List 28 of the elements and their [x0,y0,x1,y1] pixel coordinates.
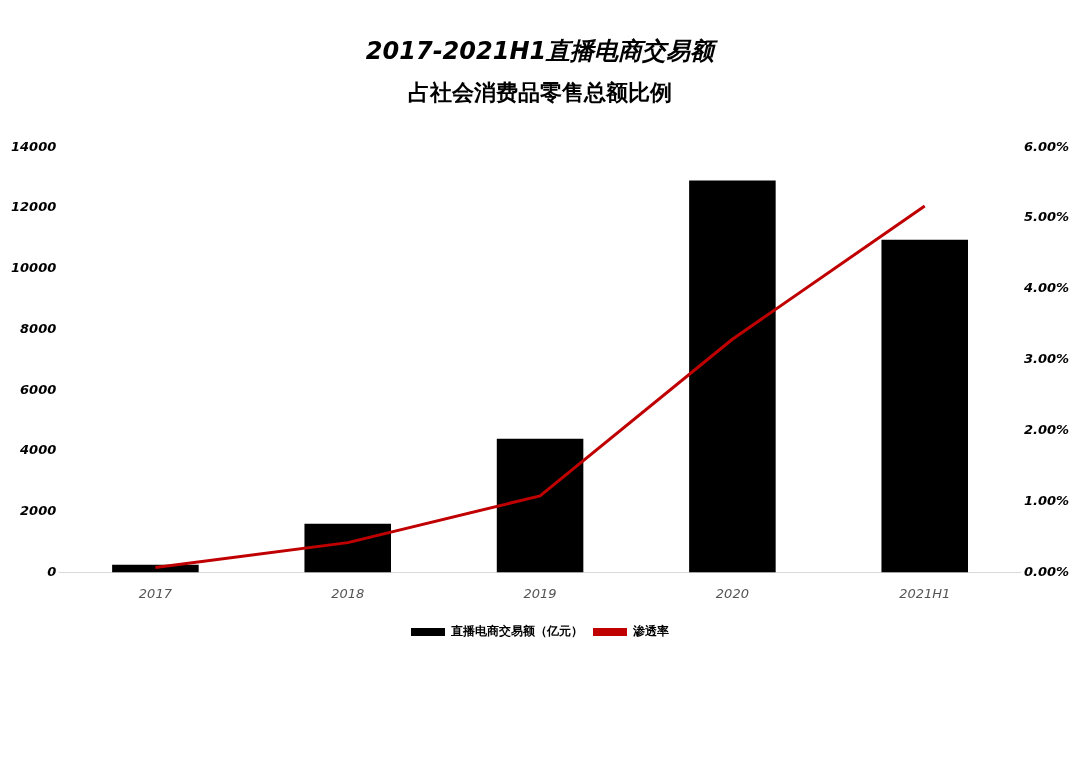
y-tick-label: 2000 [20,503,57,519]
x-tick-label: 2017 [138,585,173,601]
y2-tick-label: 0.00% [1023,563,1070,579]
y-tick-label: 0 [47,563,57,579]
y2-tick-label: 4.00% [1022,280,1070,296]
y2-tick-label: 5.00% [1023,209,1070,225]
bar [496,438,584,573]
bar [304,523,391,573]
y2-tick-label: 2.00% [1023,422,1070,438]
y2-tick-label: 1.00% [1023,492,1070,508]
legend-label: 直播电商交易额（亿元） [450,624,583,639]
x-tick-label: 2019 [523,585,557,601]
chart-title: 2017-2021H1直播电商交易额 [365,36,719,65]
legend-label: 渗透率 [632,624,669,639]
y-tick-label: 12000 [10,199,57,215]
y-tick-label: 4000 [19,442,57,458]
y-tick-label: 14000 [10,138,57,154]
x-tick-label: 2020 [715,585,749,601]
y2-tick-label: 6.00% [1023,138,1070,154]
bar [689,180,776,573]
x-tick-label: 2018 [331,585,365,601]
chart-subtitle: 占社会消费品零售总额比例 [408,79,672,105]
y-tick-label: 6000 [20,381,57,397]
x-tick-label: 2021H1 [899,585,951,601]
y-tick-label: 8000 [20,320,57,336]
bar [881,239,969,573]
y2-tick-label: 3.00% [1023,351,1070,367]
y-tick-label: 10000 [10,260,57,276]
